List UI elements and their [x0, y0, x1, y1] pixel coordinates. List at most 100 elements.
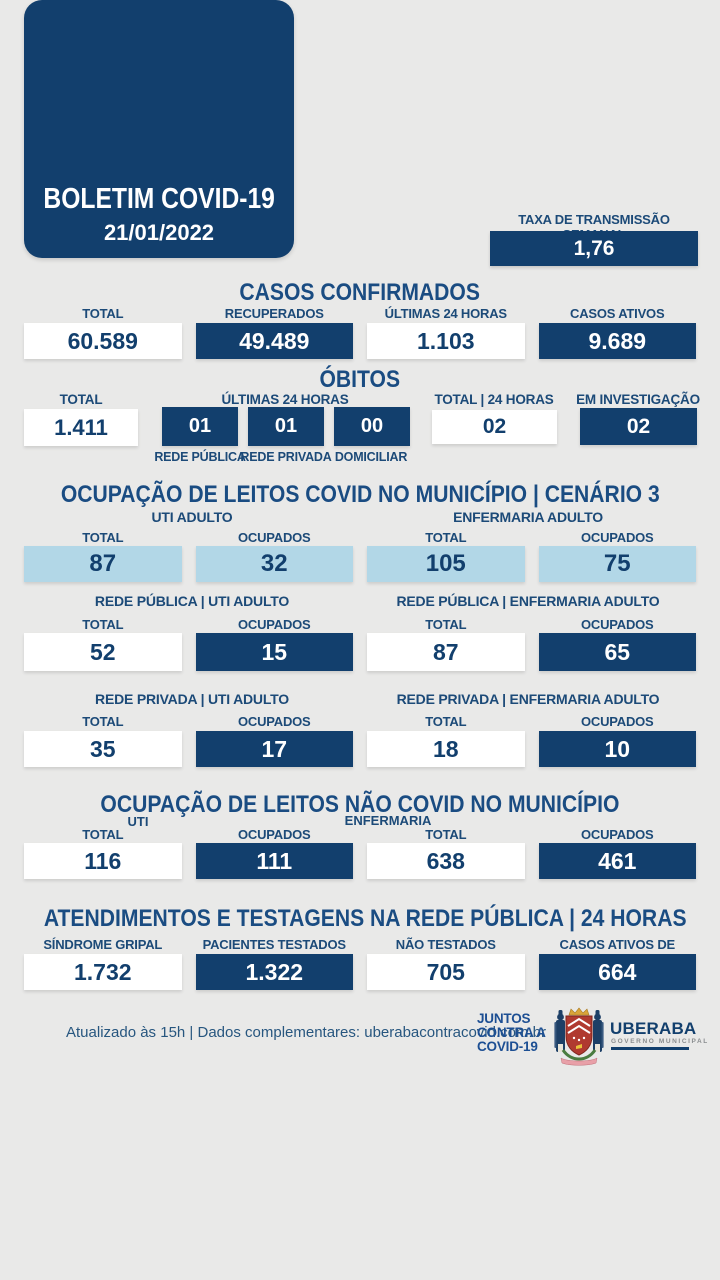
brand-subtitle: GOVERNO MUNICIPAL [611, 1038, 709, 1045]
stat-label: TOTAL [82, 827, 124, 842]
stat-value: 52 [24, 633, 182, 671]
covid-beds-values-row2: 35 17 18 10 [24, 731, 696, 767]
campaign-wordmark: JUNTOS CONTRA A COVID-19 [477, 1011, 546, 1055]
covid-beds-values-row0: 87 32 105 75 [24, 546, 696, 582]
bulletin-header-card: BOLETIM COVID-19 21/01/2022 [24, 0, 294, 258]
campaign-line: COVID-19 [477, 1039, 538, 1055]
stat-label: RECUPERADOS [224, 306, 324, 321]
uberaba-crest-icon [554, 1007, 604, 1066]
stat-label: TOTAL [425, 714, 467, 729]
covid-beds-groups-row1: REDE PÚBLICA | UTI ADULTO REDE PÚBLICA |… [24, 593, 696, 609]
stat-value: 705 [367, 954, 525, 990]
stat-value: 60.589 [24, 323, 182, 359]
covid-beds-groups-row0: UTI ADULTO ENFERMARIA ADULTO [24, 509, 696, 525]
covid-beds-groups-row2: REDE PRIVADA | UTI ADULTO REDE PRIVADA |… [24, 691, 696, 707]
stat-label: OCUPADOS [580, 827, 654, 842]
stat-label: TOTAL [82, 530, 124, 545]
stat-value: 1.103 [367, 323, 525, 359]
stat-value: 105 [367, 546, 525, 582]
stat-label: NÃO TESTADOS [395, 937, 496, 952]
deaths-private-sublabel: REDE PRIVADA [240, 450, 332, 464]
stat-value: 15 [195, 633, 353, 671]
deaths-home-value: 00 [334, 407, 410, 446]
stat-value: 17 [195, 731, 353, 767]
stat-value: 638 [367, 843, 525, 879]
group-label-uti: UTI [127, 814, 149, 829]
stat-label: OCUPADOS [237, 617, 311, 632]
group-label: UTI ADULTO [151, 509, 233, 525]
section-title-covid-beds: OCUPAÇÃO DE LEITOS COVID NO MUNICÍPIO | … [60, 481, 660, 508]
section-title-non-covid-beds: OCUPAÇÃO DE LEITOS NÃO COVID NO MUNICÍPI… [100, 791, 620, 818]
deaths-last24-label: ÚLTIMAS 24 HORAS [221, 392, 349, 407]
deaths-total24-label: TOTAL | 24 HORAS [434, 392, 554, 407]
campaign-line: JUNTOS [477, 1011, 531, 1026]
group-label: REDE PÚBLICA | ENFERMARIA ADULTO [396, 593, 660, 609]
deaths-total-label: TOTAL [59, 392, 103, 407]
testing-values-row: 1.732 1.322 705 664 [24, 954, 696, 990]
brand-underline [611, 1047, 689, 1050]
deaths-investigation-label: EM INVESTIGAÇÃO [576, 392, 700, 407]
stat-value: 111 [195, 843, 353, 879]
covid-beds-labels-row2: TOTAL OCUPADOS TOTAL OCUPADOS [24, 714, 696, 729]
stat-label: PACIENTES TESTADOS [202, 937, 346, 952]
deaths-total-value: 1.411 [24, 409, 138, 446]
stat-value: 87 [24, 546, 182, 582]
section-title-deaths: ÓBITOS [319, 366, 401, 393]
stat-value: 9.689 [538, 323, 696, 359]
stat-value: 1.322 [195, 954, 353, 990]
section-title-testing: ATENDIMENTOS E TESTAGENS NA REDE PÚBLICA… [43, 905, 687, 932]
scenario-number: 3 [647, 481, 660, 508]
stat-value: 49.489 [195, 323, 353, 359]
group-label: ENFERMARIA ADULTO [453, 509, 603, 525]
stat-label: OCUPADOS [580, 530, 654, 545]
stat-label: OCUPADOS [580, 714, 654, 729]
covid-beds-labels-row1: TOTAL OCUPADOS TOTAL OCUPADOS [24, 617, 696, 632]
deaths-private-value: 01 [248, 407, 324, 446]
update-note: Atualizado às 15h | Dados complementares… [66, 1024, 546, 1041]
non-covid-labels-row: TOTAL OCUPADOS TOTAL OCUPADOS [24, 827, 696, 842]
bulletin-title: BOLETIM COVID-19 [43, 183, 275, 215]
stat-value: 1.732 [24, 954, 182, 990]
stat-label: OCUPADOS [237, 714, 311, 729]
stat-label: OCUPADOS [237, 530, 311, 545]
confirmed-labels-row: TOTAL RECUPERADOS ÚLTIMAS 24 HORAS CASOS… [24, 306, 696, 321]
stat-label: TOTAL [425, 530, 467, 545]
stat-value: 116 [24, 843, 182, 879]
stat-label: OCUPADOS [580, 617, 654, 632]
stat-value: 461 [538, 843, 696, 879]
stat-value: 35 [24, 731, 182, 767]
stat-label: TOTAL [425, 617, 467, 632]
deaths-public-sublabel: REDE PÚBLICA [154, 450, 246, 464]
stat-value: 10 [538, 731, 696, 767]
stat-value: 18 [367, 731, 525, 767]
stat-value: 65 [538, 633, 696, 671]
group-label: REDE PRIVADA | ENFERMARIA ADULTO [396, 691, 660, 707]
confirmed-values-row: 60.589 49.489 1.103 9.689 [24, 323, 696, 359]
stat-label: ÚLTIMAS 24 HORAS [384, 306, 507, 321]
deaths-investigation-value: 02 [580, 408, 697, 445]
stat-label: OCUPADOS [237, 827, 311, 842]
group-label: REDE PÚBLICA | UTI ADULTO [94, 593, 290, 609]
stat-label: TOTAL [82, 306, 124, 321]
non-covid-values-row: 116 111 638 461 [24, 843, 696, 879]
stat-label: SÍNDROME GRIPAL [43, 937, 163, 952]
stat-value: 75 [538, 546, 696, 582]
stat-label: TOTAL [82, 617, 124, 632]
transmission-rate-value: 1,76 [490, 231, 698, 266]
group-label: REDE PRIVADA | UTI ADULTO [95, 691, 289, 707]
covid-beds-labels-row0: TOTAL OCUPADOS TOTAL OCUPADOS [24, 530, 696, 545]
campaign-line: CONTRA A [477, 1025, 546, 1041]
deaths-total24-value: 02 [432, 410, 557, 444]
stat-label: CASOS ATIVOS [570, 306, 665, 321]
section-title-confirmed: CASOS CONFIRMADOS [239, 279, 481, 306]
covid-beds-values-row1: 52 15 87 65 [24, 633, 696, 671]
deaths-home-sublabel: DOMICILIAR [334, 450, 408, 464]
stat-label: TOTAL [425, 827, 467, 842]
bulletin-date: 21/01/2022 [103, 220, 215, 245]
brand-name: UBERABA [610, 1019, 697, 1038]
stat-value: 87 [367, 633, 525, 671]
group-label-enfermaria: ENFERMARIA [344, 813, 432, 828]
stat-value: 32 [195, 546, 353, 582]
stat-value: 664 [538, 954, 696, 990]
deaths-public-value: 01 [162, 407, 238, 446]
